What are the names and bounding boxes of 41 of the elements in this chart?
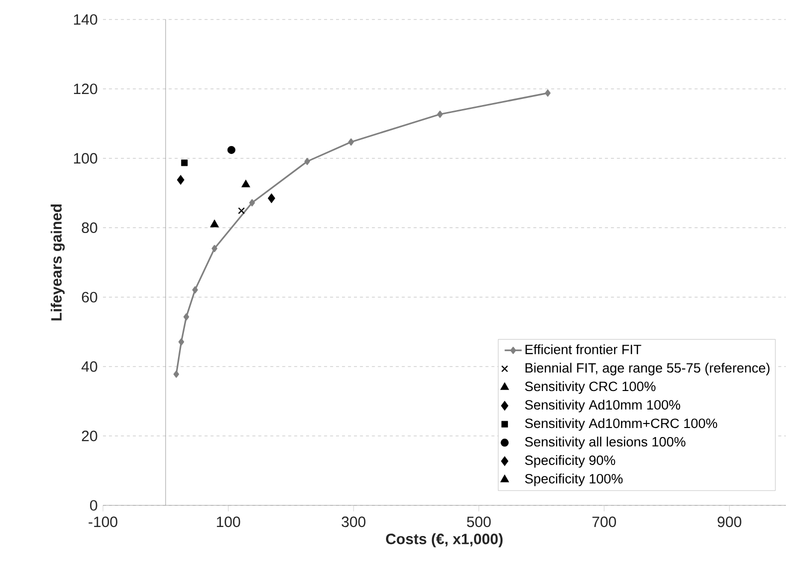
x-tick-label: 700 [592,516,616,528]
point [238,207,245,214]
legend-label: Sensitivity Ad10mm 100% [525,400,680,412]
point [181,160,188,166]
point [348,138,354,146]
point [212,245,218,252]
x-tick-label: 100 [216,516,240,528]
point [173,370,180,378]
point [210,220,219,228]
point [304,158,310,166]
y-tick-label: 20 [82,430,98,442]
y-tick-label: 120 [74,84,98,94]
point [268,194,276,203]
point [242,180,250,188]
x-tick-label: 900 [718,516,742,528]
point [178,338,184,346]
point [227,146,236,154]
x-tick-label: 500 [466,516,491,528]
point [544,90,551,97]
point [249,199,255,206]
legend-label: Specificity 100% [525,474,623,486]
y-tick-label: 60 [82,292,98,302]
legend-label: Specificity 90% [525,455,616,468]
y-tick-label: 40 [82,361,98,372]
legend-label: Biennial FIT, age range 55-75 (reference) [526,362,770,376]
x-axis-title: Costs (€, x1,000) [386,533,503,548]
y-tick-label: 80 [82,222,98,234]
point [437,110,443,118]
legend-label: Efficient frontier FIT [526,344,642,354]
legend-label: Sensitivity CRC 100% [525,381,656,394]
legend-label: Sensitivity all lesions 100% [525,436,686,450]
x-tick-label: -100 [88,516,118,528]
y-tick-label: 0 [90,500,98,511]
point [183,313,190,321]
point [192,286,198,294]
y-tick-label: 100 [74,153,98,164]
y-axis-title: Lifeyears gained [50,204,65,320]
x-tick-label: 300 [342,516,366,528]
legend-label: Sensitivity Ad10mm+CRC 100% [525,418,718,431]
point [177,175,184,185]
y-tick-label: 140 [74,14,98,25]
